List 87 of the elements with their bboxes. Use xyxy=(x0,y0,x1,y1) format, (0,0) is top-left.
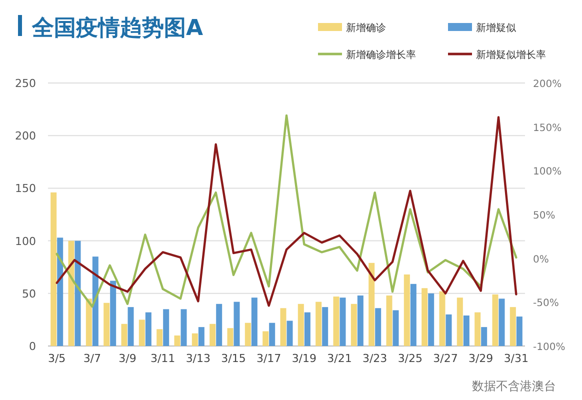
bar xyxy=(180,309,187,346)
bar xyxy=(333,296,340,346)
x-tick-label: 3/19 xyxy=(292,352,317,365)
x-tick-label: 3/31 xyxy=(504,352,529,365)
bar xyxy=(456,298,463,346)
bar xyxy=(474,312,481,346)
bar xyxy=(375,308,382,346)
x-tick-label: 3/7 xyxy=(83,352,102,365)
bar xyxy=(350,304,357,346)
bar xyxy=(298,304,304,346)
x-tick-label: 3/21 xyxy=(327,352,352,365)
bar xyxy=(104,302,110,346)
bar xyxy=(121,324,128,346)
y2-tick-label: 150% xyxy=(533,122,562,134)
y-tick-label: 200 xyxy=(15,130,36,143)
y-tick-label: 50 xyxy=(22,287,36,300)
bar xyxy=(463,315,470,346)
x-tick-label: 3/25 xyxy=(398,352,423,365)
bar xyxy=(68,240,74,346)
bar xyxy=(251,298,258,346)
bar xyxy=(516,316,522,346)
bar xyxy=(138,320,145,346)
legend-label: 新增确诊增长率 xyxy=(346,49,416,61)
y-tick-label: 150 xyxy=(15,182,36,196)
bar xyxy=(368,262,375,346)
bar xyxy=(244,322,251,346)
bar xyxy=(128,307,134,346)
bar xyxy=(192,333,198,346)
legend-label: 新增疑似 xyxy=(476,22,516,34)
x-tick-label: 3/29 xyxy=(468,352,494,365)
bar xyxy=(404,274,410,346)
x-tick-label: 3/17 xyxy=(256,352,282,365)
bar xyxy=(234,302,240,346)
bar xyxy=(322,307,328,346)
bar xyxy=(163,309,170,346)
y2-tick-label: 50% xyxy=(533,210,556,222)
bar xyxy=(50,192,57,346)
bar xyxy=(386,296,392,346)
y2-tick-label: 0% xyxy=(533,254,549,266)
bar xyxy=(86,298,92,346)
x-tick-label: 3/15 xyxy=(221,352,246,365)
y2-tick-label: -50% xyxy=(533,298,559,310)
y-tick-label: 250 xyxy=(15,77,36,90)
x-tick-label: 3/9 xyxy=(118,352,136,365)
bar xyxy=(410,284,416,346)
bar xyxy=(510,307,516,346)
x-tick-label: 3/27 xyxy=(433,352,458,365)
bar xyxy=(227,328,234,346)
text: 数据不含港澳台 xyxy=(472,379,556,393)
bar xyxy=(316,302,322,346)
bar xyxy=(74,240,81,346)
bar xyxy=(498,298,505,346)
bar xyxy=(280,308,286,346)
bar xyxy=(145,312,152,346)
bar xyxy=(340,298,346,346)
y2-tick-label: 100% xyxy=(533,166,562,178)
x-tick-label: 3/13 xyxy=(186,352,211,365)
y2-tick-label: -100% xyxy=(533,342,566,353)
bar xyxy=(92,256,98,346)
bar xyxy=(439,291,446,346)
x-tick-label: 3/11 xyxy=(150,352,176,365)
y-tick-label: 100 xyxy=(15,234,36,248)
bar xyxy=(492,294,498,346)
y-tick-label: 0 xyxy=(29,340,36,353)
bar xyxy=(262,331,269,346)
bar xyxy=(110,280,116,346)
bar xyxy=(216,304,222,346)
legend-label: 新增确诊 xyxy=(346,22,386,34)
bar xyxy=(210,324,216,346)
bar xyxy=(428,293,434,346)
bar xyxy=(198,327,204,346)
bar xyxy=(156,329,163,346)
bar xyxy=(304,312,310,346)
y2-tick-label: 200% xyxy=(533,79,562,90)
bar xyxy=(286,320,293,346)
x-tick-label: 3/5 xyxy=(48,352,66,365)
bar xyxy=(269,322,276,346)
bar xyxy=(481,327,488,346)
bar xyxy=(422,288,428,346)
bar xyxy=(174,335,180,346)
legend-label: 新增疑似增长率 xyxy=(476,49,546,61)
chart-title: 全国疫情趋势图A xyxy=(31,16,204,41)
bar xyxy=(392,310,399,346)
bar xyxy=(357,296,364,346)
bar xyxy=(446,314,452,346)
bar xyxy=(57,238,64,346)
x-tick-label: 3/23 xyxy=(362,352,388,365)
